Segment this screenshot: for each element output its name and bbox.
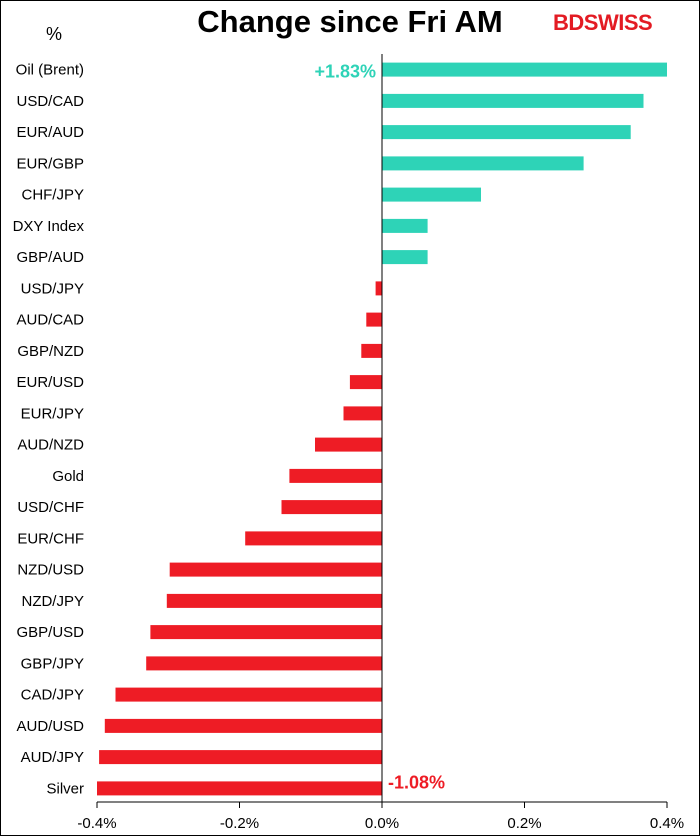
bar (382, 187, 481, 202)
bar (115, 687, 382, 702)
category-label: USD/CHF (17, 499, 84, 516)
bar (375, 281, 382, 296)
category-label: EUR/USD (16, 374, 84, 391)
data-label: +1.83% (314, 62, 376, 82)
category-label: EUR/AUD (16, 124, 84, 141)
x-tick-label: 0.0% (365, 815, 399, 832)
bar (146, 656, 382, 671)
x-tick-label: 0.4% (650, 815, 684, 832)
category-label: GBP/USD (16, 624, 84, 641)
bar (315, 437, 382, 452)
category-label: Gold (52, 468, 84, 485)
category-label: Oil (Brent) (16, 62, 84, 79)
bar (343, 406, 382, 421)
category-label: GBP/JPY (21, 655, 84, 672)
bar (289, 468, 382, 483)
logo-part-swiss: SWISS (583, 10, 653, 35)
bar (169, 562, 382, 577)
bar (366, 312, 382, 327)
bar (104, 718, 383, 733)
data-label: -1.08% (388, 772, 445, 792)
brand-logo: BDSWISS (553, 10, 653, 36)
logo-part-bd: BD (553, 10, 584, 35)
x-tick-label: -0.4% (77, 815, 116, 832)
category-label: GBP/AUD (16, 249, 84, 266)
bar (166, 593, 382, 608)
category-label: USD/CAD (16, 93, 84, 110)
bar (281, 500, 382, 515)
category-label: CHF/JPY (21, 187, 84, 204)
x-tick-label: 0.2% (507, 815, 541, 832)
bar (382, 218, 428, 233)
chart-title: Change since Fri AM (197, 4, 503, 39)
bar (382, 93, 644, 108)
bar (97, 781, 382, 796)
bar (382, 156, 584, 171)
unit-label: % (46, 24, 63, 44)
category-label: AUD/JPY (21, 749, 84, 766)
bar (349, 375, 382, 390)
bar (150, 625, 382, 640)
category-label: USD/JPY (21, 280, 84, 297)
bar (99, 750, 382, 765)
bar (245, 531, 382, 546)
category-label: NZD/JPY (21, 593, 84, 610)
category-label: EUR/JPY (21, 405, 84, 422)
category-label: EUR/CHF (17, 530, 84, 547)
category-label: AUD/NZD (17, 437, 84, 454)
category-label: Silver (46, 780, 84, 797)
category-label: DXY Index (13, 218, 85, 235)
category-label: NZD/USD (17, 562, 84, 579)
bar (382, 125, 631, 140)
category-label: AUD/CAD (16, 312, 84, 329)
bar (382, 62, 667, 77)
bar (361, 343, 382, 358)
bar (382, 250, 428, 265)
category-label: AUD/USD (16, 718, 84, 735)
category-label: GBP/NZD (17, 343, 84, 360)
category-label: CAD/JPY (21, 687, 84, 704)
category-label: EUR/GBP (16, 155, 84, 172)
x-tick-label: -0.2% (220, 815, 259, 832)
